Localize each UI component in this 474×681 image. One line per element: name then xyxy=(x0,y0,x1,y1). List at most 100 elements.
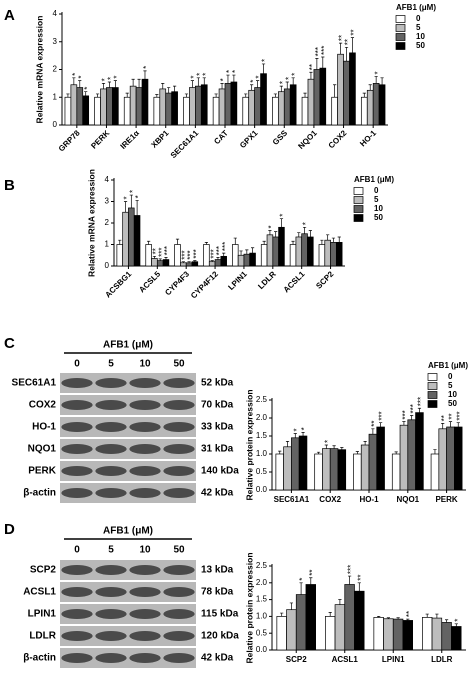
bar xyxy=(286,609,297,651)
blot-band xyxy=(61,444,93,454)
y-axis-label: Relative mRNA expression xyxy=(34,16,44,124)
bar xyxy=(325,616,336,651)
error-bar xyxy=(72,77,76,85)
x-tick-label: LDLR xyxy=(256,269,278,291)
error-bar xyxy=(344,46,349,62)
error-bar xyxy=(309,71,313,80)
blot-band xyxy=(163,565,195,575)
significance: *** xyxy=(186,250,195,259)
y-tick-label: 1.5 xyxy=(256,431,268,440)
bar xyxy=(232,244,239,267)
blot-band xyxy=(61,422,93,432)
blot-band xyxy=(163,422,195,432)
error-bar xyxy=(95,93,100,98)
error-bar xyxy=(143,70,147,80)
blot-header: AFB1 (μM) xyxy=(103,340,153,351)
bar xyxy=(329,448,339,491)
bar xyxy=(376,426,385,491)
error-bar xyxy=(368,84,372,91)
bar xyxy=(383,618,394,651)
significance: *** xyxy=(215,246,224,255)
bar xyxy=(335,242,343,267)
legend-swatch xyxy=(427,391,438,399)
blot-band xyxy=(129,444,161,454)
bar xyxy=(451,626,462,651)
x-tick-label: SEC61A1 xyxy=(169,128,201,160)
error-bar xyxy=(118,239,122,245)
significance: * xyxy=(231,70,240,73)
legend-swatch xyxy=(353,205,364,213)
x-tick-label: PERK xyxy=(89,128,111,150)
error-bar xyxy=(425,613,429,618)
protein-label: COX2 xyxy=(29,400,57,411)
error-bar xyxy=(333,84,337,98)
bar xyxy=(373,617,384,651)
lane-label: 50 xyxy=(173,359,185,370)
significance: *** xyxy=(378,411,387,420)
bar xyxy=(392,618,404,651)
error-bar xyxy=(251,247,255,254)
x-tick-label: LDLR xyxy=(431,655,453,664)
protein-label: LPIN1 xyxy=(28,609,57,620)
significance: ** xyxy=(405,611,414,617)
bar xyxy=(254,87,261,126)
error-bar xyxy=(147,240,151,245)
bar xyxy=(372,83,380,126)
blot-band xyxy=(163,466,195,476)
legend-swatch xyxy=(395,33,406,41)
bar xyxy=(112,87,119,126)
bar xyxy=(441,622,452,651)
error-bar xyxy=(441,423,445,429)
x-tick-label: SCP2 xyxy=(286,655,307,664)
bar xyxy=(295,236,303,267)
significance: * xyxy=(284,77,293,80)
protein-label: HO-1 xyxy=(32,422,56,433)
significance: * xyxy=(323,440,332,443)
blot-band xyxy=(61,631,93,641)
bar xyxy=(283,446,292,491)
lane-label: 0 xyxy=(74,545,80,556)
x-tick-label: SEC61A1 xyxy=(274,495,310,504)
x-tick-label: GSS xyxy=(271,128,290,147)
error-bar xyxy=(396,617,400,620)
bar xyxy=(334,604,346,651)
size-label: 78 kDa xyxy=(201,587,234,598)
bar xyxy=(301,233,308,267)
protein-label: NQO1 xyxy=(28,444,57,455)
significance: *** xyxy=(221,242,230,251)
error-bar xyxy=(216,257,220,260)
bar xyxy=(82,95,90,126)
y-tick-label: 4 xyxy=(105,175,110,184)
blot-band xyxy=(163,631,195,641)
error-bar xyxy=(123,201,128,213)
bar xyxy=(200,84,208,126)
bar xyxy=(237,254,245,267)
significance: ** xyxy=(350,29,359,35)
blot-band xyxy=(95,565,127,575)
bar xyxy=(324,239,331,267)
legend-label: 50 xyxy=(416,41,425,50)
blot-band xyxy=(129,587,161,597)
significance: * xyxy=(128,190,137,193)
blot-band xyxy=(129,488,161,498)
error-bar xyxy=(331,237,336,243)
blot-strip xyxy=(60,483,196,503)
bar xyxy=(212,96,220,126)
error-bar xyxy=(289,602,293,610)
y-tick-label: 0.0 xyxy=(256,485,268,494)
error-bar xyxy=(299,582,303,595)
error-bar xyxy=(363,441,367,445)
significance: * xyxy=(142,66,151,69)
x-tick-label: GPX1 xyxy=(238,128,260,150)
y-tick-label: 2 xyxy=(105,218,110,227)
size-label: 52 kDa xyxy=(201,378,234,389)
significance: * xyxy=(195,73,204,76)
bar xyxy=(128,207,135,267)
bar xyxy=(399,424,409,491)
x-tick-label: PERK xyxy=(435,495,457,504)
error-bar xyxy=(394,451,398,454)
bar xyxy=(314,453,323,491)
y-tick-label: 4 xyxy=(53,9,58,18)
error-bar xyxy=(324,444,328,449)
lane-label: 0 xyxy=(74,359,80,370)
